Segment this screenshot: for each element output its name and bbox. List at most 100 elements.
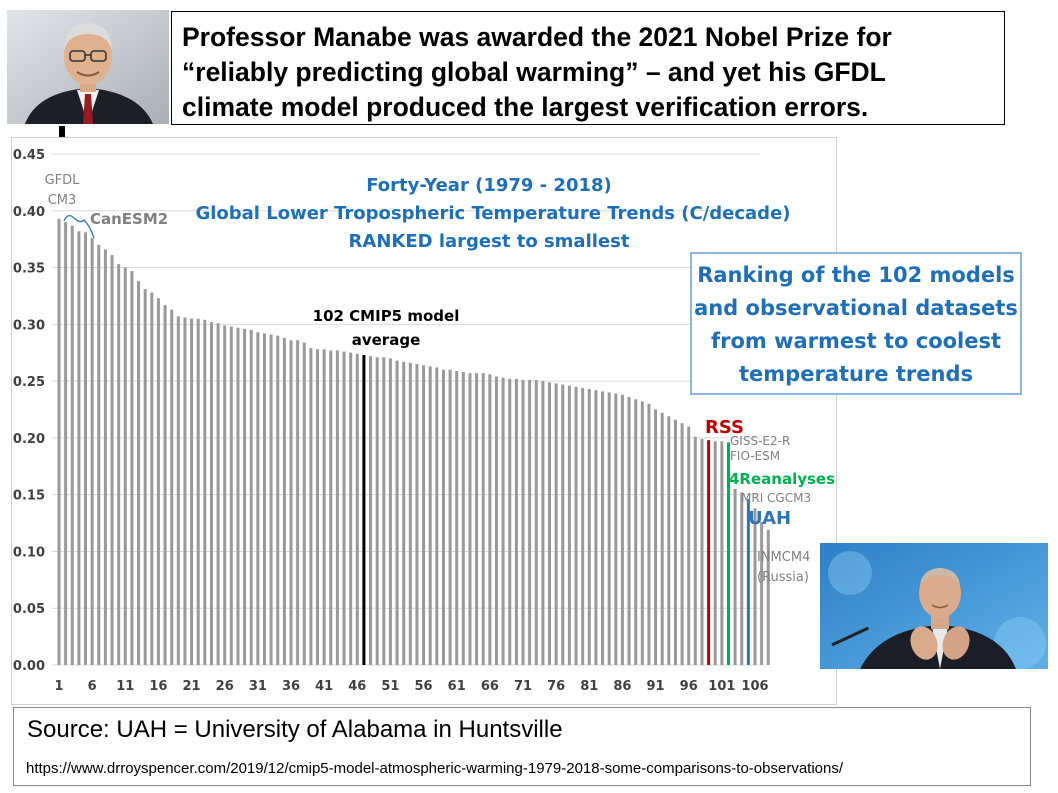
bar-99 [707,440,711,665]
ranking-callout-box: Ranking of the 102 models and observatio… [690,252,1022,395]
bar-98 [700,439,704,665]
bar-21 [190,318,194,665]
bar-86 [620,394,624,665]
bar-96 [687,426,691,665]
bar-24 [209,322,213,665]
bar-19 [176,316,180,665]
bar-12 [130,270,134,665]
bar-60 [448,369,452,665]
bar-94 [673,419,677,665]
bar-28 [236,327,240,665]
bar-84 [607,392,611,665]
bar-31 [256,332,260,665]
bar-67 [494,376,498,665]
headline-box: Professor Manabe was awarded the 2021 No… [171,11,1005,125]
bar-1 [57,218,61,666]
bar-103 [733,488,737,665]
bar-38 [302,342,306,665]
bar-16 [156,298,160,665]
bar-26 [223,325,227,665]
bar-107 [760,521,764,665]
y-tick-label: 0.25 [13,375,45,390]
ranking-line-3: from warmest to coolest [710,329,1002,353]
bar-6 [90,238,94,665]
x-tick-label: 106 [741,679,768,694]
y-tick-labels: 0.00 0.05 0.10 0.15 0.20 0.25 0.30 0.35 0.40 0.45 [13,148,45,674]
x-tick-label: 16 [149,679,167,694]
bar-79 [574,386,578,665]
bar-43 [335,350,339,665]
x-tick-label: 51 [381,679,399,694]
bar-80 [581,387,585,665]
bar-34 [276,335,280,665]
bar-52 [395,360,399,665]
bar-10 [117,264,121,665]
bar-95 [680,423,684,665]
bar-56 [422,365,426,665]
bar-49 [375,357,379,665]
reanalyses-label: 4Reanalyses [729,470,835,488]
bar-68 [501,377,505,665]
bar-17 [163,305,167,665]
source-url: https://www.drroyspencer.com/2019/12/cmi… [26,760,844,777]
bar-93 [667,416,671,665]
bar-70 [514,378,518,665]
bar-18 [170,309,174,665]
ranking-line-4: temperature trends [739,362,973,386]
y-tick-label: 0.20 [13,432,45,447]
x-tick-label: 1 [54,679,63,694]
bar-65 [481,373,485,665]
gfdl-label-line-2: CM3 [48,193,77,208]
bar-36 [289,340,293,665]
gfdl-label-line-1: GFDL [45,173,81,188]
x-tick-label: 41 [315,679,333,694]
x-tick-label: 31 [249,679,267,694]
chart-title-line-2: Global Lower Tropospheric Temperature Tr… [195,203,790,224]
bar-82 [594,390,598,665]
source-text: Source: UAH = University of Alabama in H… [27,716,563,743]
y-tick-label: 0.45 [13,148,45,163]
headline-line-3: climate model produced the largest verif… [182,92,869,122]
bar-35 [282,337,286,665]
rss-label: RSS [705,417,744,438]
bar-22 [196,318,200,665]
bar-62 [461,372,465,665]
bar-76 [554,383,558,665]
x-tick-label: 86 [613,679,631,694]
bar-87 [627,397,631,665]
x-tick-label: 21 [183,679,201,694]
bar-11 [123,267,127,665]
x-tick-label: 101 [708,679,735,694]
bar-13 [137,281,141,665]
bar-47 [362,354,366,665]
bar-20 [183,317,187,665]
bar-33 [269,334,273,665]
bar-8 [103,249,107,665]
bar-106 [753,508,757,665]
bar-78 [567,385,571,665]
bar-59 [441,369,445,665]
bar-105 [746,499,750,665]
bar-4 [77,231,81,665]
bar-42 [329,350,333,665]
bar-71 [521,379,525,665]
headline-line-2: “reliably predicting global warming” – a… [182,57,886,87]
y-tick-label: 0.30 [13,318,45,333]
ranking-line-1: Ranking of the 102 models [697,263,1015,287]
bar-41 [322,349,326,665]
bar-75 [548,382,552,665]
canesm-bracket [63,214,95,239]
bar-69 [508,378,512,665]
bar-64 [475,373,479,665]
bar-2 [64,222,68,665]
applauding-man-photo [820,543,1048,669]
bar-series [57,218,770,666]
bar-97 [693,436,697,665]
bar-51 [388,358,392,665]
bar-15 [150,292,154,665]
bar-54 [408,362,412,665]
headline-line-1: Professor Manabe was awarded the 2021 No… [182,22,892,52]
ranking-line-2: and observational datasets [694,296,1018,320]
bar-29 [243,328,247,665]
